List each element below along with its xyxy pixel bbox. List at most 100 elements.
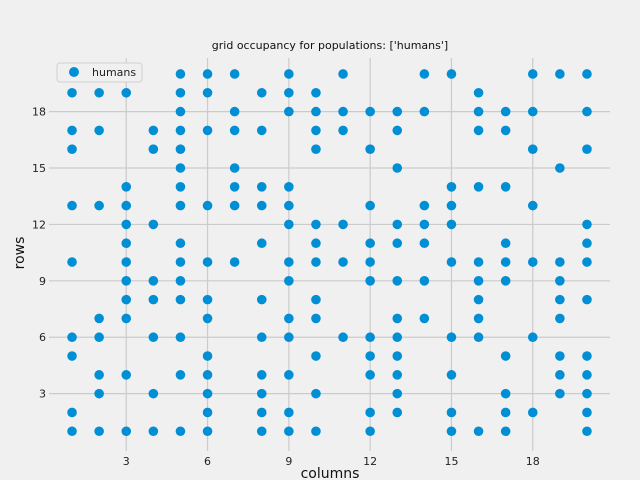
y-tick-label: 18	[32, 106, 46, 119]
data-point	[256, 407, 267, 418]
data-point	[256, 200, 267, 211]
data-point	[473, 313, 484, 324]
data-point	[555, 257, 565, 267]
data-point	[202, 69, 213, 79]
data-point	[284, 200, 294, 211]
data-point	[202, 388, 213, 399]
data-point	[229, 257, 240, 267]
data-point	[500, 351, 511, 361]
data-point	[284, 370, 294, 380]
data-point	[148, 426, 159, 437]
data-point	[473, 426, 484, 437]
data-point	[582, 257, 592, 267]
data-point	[67, 426, 77, 437]
data-point	[175, 163, 186, 173]
data-point	[527, 332, 538, 343]
data-point	[365, 257, 375, 267]
data-point	[229, 69, 240, 79]
y-tick-label: 9	[39, 275, 46, 288]
data-point	[256, 182, 267, 192]
data-point	[121, 182, 132, 192]
data-point	[392, 163, 403, 173]
data-point	[284, 106, 294, 117]
data-point	[365, 370, 375, 380]
data-point	[148, 219, 159, 230]
data-point	[338, 219, 348, 230]
data-point	[175, 87, 186, 98]
data-point	[94, 87, 104, 98]
data-point	[555, 313, 565, 324]
data-point	[121, 370, 132, 380]
data-point	[175, 238, 186, 249]
data-point	[67, 87, 77, 98]
x-tick-label: 12	[363, 455, 377, 468]
data-point	[392, 407, 403, 418]
data-point	[175, 200, 186, 211]
data-point	[229, 163, 240, 173]
data-point	[67, 257, 77, 267]
data-point	[229, 200, 240, 211]
data-point	[311, 125, 321, 136]
data-point	[582, 69, 592, 79]
data-point	[202, 370, 213, 380]
data-point	[202, 125, 213, 136]
data-point	[94, 313, 104, 324]
data-point	[555, 69, 565, 79]
data-point	[67, 144, 77, 154]
data-point	[473, 182, 484, 192]
data-point	[392, 332, 403, 343]
data-point	[338, 332, 348, 343]
axis-ticks: 3 6 9 12 15 18 3 6 9 12 15 18	[32, 106, 540, 468]
y-tick-label: 6	[39, 331, 46, 344]
data-point	[555, 370, 565, 380]
x-tick-label: 15	[444, 455, 458, 468]
data-point	[365, 426, 375, 437]
data-point	[229, 106, 240, 117]
data-point	[284, 69, 294, 79]
data-point	[473, 125, 484, 136]
data-point	[392, 313, 403, 324]
x-tick-label: 3	[123, 455, 130, 468]
data-point	[392, 125, 403, 136]
data-point	[527, 200, 538, 211]
data-point	[94, 370, 104, 380]
data-point	[527, 69, 538, 79]
data-point	[67, 200, 77, 211]
data-point	[446, 219, 457, 230]
data-point	[121, 313, 132, 324]
data-point	[446, 407, 457, 418]
data-point	[392, 351, 403, 361]
data-point	[148, 125, 159, 136]
data-point	[582, 294, 592, 305]
data-point	[148, 332, 159, 343]
data-point	[121, 294, 132, 305]
data-point	[202, 87, 213, 98]
data-point	[500, 426, 511, 437]
data-point	[175, 125, 186, 136]
data-point	[229, 125, 240, 136]
data-point	[473, 106, 484, 117]
data-point	[202, 313, 213, 324]
data-point	[175, 182, 186, 192]
data-point	[202, 294, 213, 305]
data-point	[500, 407, 511, 418]
data-point	[311, 144, 321, 154]
data-point	[446, 426, 457, 437]
data-point	[175, 106, 186, 117]
data-point	[582, 426, 592, 437]
x-tick-label: 9	[285, 455, 292, 468]
data-point	[94, 426, 104, 437]
data-point	[256, 238, 267, 249]
data-point	[284, 257, 294, 267]
data-point	[284, 276, 294, 286]
data-point	[311, 313, 321, 324]
data-point	[256, 87, 267, 98]
data-point	[284, 87, 294, 98]
legend-marker	[69, 67, 79, 77]
data-point	[582, 407, 592, 418]
data-point	[311, 426, 321, 437]
data-point	[311, 219, 321, 230]
data-point	[392, 238, 403, 249]
data-point	[582, 388, 592, 399]
